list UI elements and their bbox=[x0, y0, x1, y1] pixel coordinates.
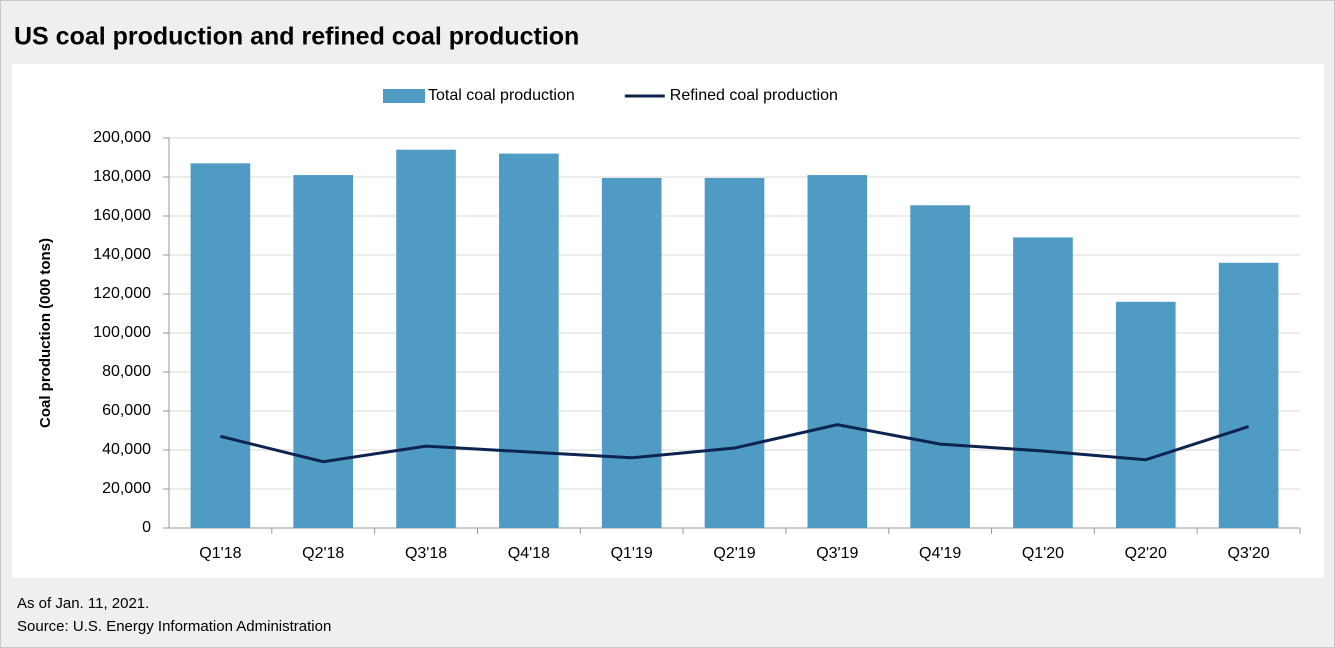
bar bbox=[499, 153, 559, 528]
x-tick-label: Q2'19 bbox=[713, 545, 755, 562]
x-tick-label: Q3'20 bbox=[1227, 545, 1269, 562]
legend-label: Total coal production bbox=[428, 87, 575, 104]
y-tick-label: 200,000 bbox=[93, 129, 151, 146]
bar bbox=[1013, 237, 1073, 528]
bar bbox=[704, 177, 765, 528]
x-tick-label: Q3'18 bbox=[405, 545, 447, 562]
bar bbox=[293, 175, 354, 529]
bar bbox=[1115, 301, 1176, 528]
y-tick-label: 140,000 bbox=[93, 246, 151, 263]
bar bbox=[1218, 262, 1279, 528]
y-tick-label: 160,000 bbox=[93, 207, 151, 224]
x-tick-label: Q1'18 bbox=[199, 545, 241, 562]
bar bbox=[807, 175, 868, 529]
note: Source: U.S. Energy Information Administ… bbox=[17, 618, 331, 635]
y-axis-label: Coal production (000 tons) bbox=[37, 238, 54, 428]
y-tick-label: 180,000 bbox=[93, 168, 151, 185]
y-tick-label: 60,000 bbox=[102, 402, 151, 419]
x-tick-label: Q2'20 bbox=[1125, 545, 1167, 562]
x-tick-label: Q4'19 bbox=[919, 545, 961, 562]
y-tick-label: 0 bbox=[142, 519, 151, 536]
x-tick-label: Q1'19 bbox=[611, 545, 653, 562]
x-tick-label: Q4'18 bbox=[508, 545, 550, 562]
y-tick-label: 120,000 bbox=[93, 285, 151, 302]
y-tick-label: 40,000 bbox=[102, 441, 151, 458]
bar bbox=[601, 177, 662, 528]
x-tick-label: Q3'19 bbox=[816, 545, 858, 562]
x-tick-label: Q2'18 bbox=[302, 545, 344, 562]
line bbox=[220, 423, 1250, 464]
x-tick-label: Q1'20 bbox=[1022, 545, 1064, 562]
note: As of Jan. 11, 2021. bbox=[17, 595, 149, 612]
legend-swatch bbox=[383, 89, 425, 103]
bar bbox=[910, 205, 970, 528]
bar bbox=[190, 163, 251, 528]
y-tick-label: 80,000 bbox=[102, 363, 151, 380]
y-tick-label: 100,000 bbox=[93, 324, 151, 341]
legend-label: Refined coal production bbox=[670, 87, 838, 104]
chart-title: US coal production and refined coal prod… bbox=[14, 23, 579, 51]
y-tick-label: 20,000 bbox=[102, 480, 151, 497]
bar bbox=[396, 149, 456, 528]
